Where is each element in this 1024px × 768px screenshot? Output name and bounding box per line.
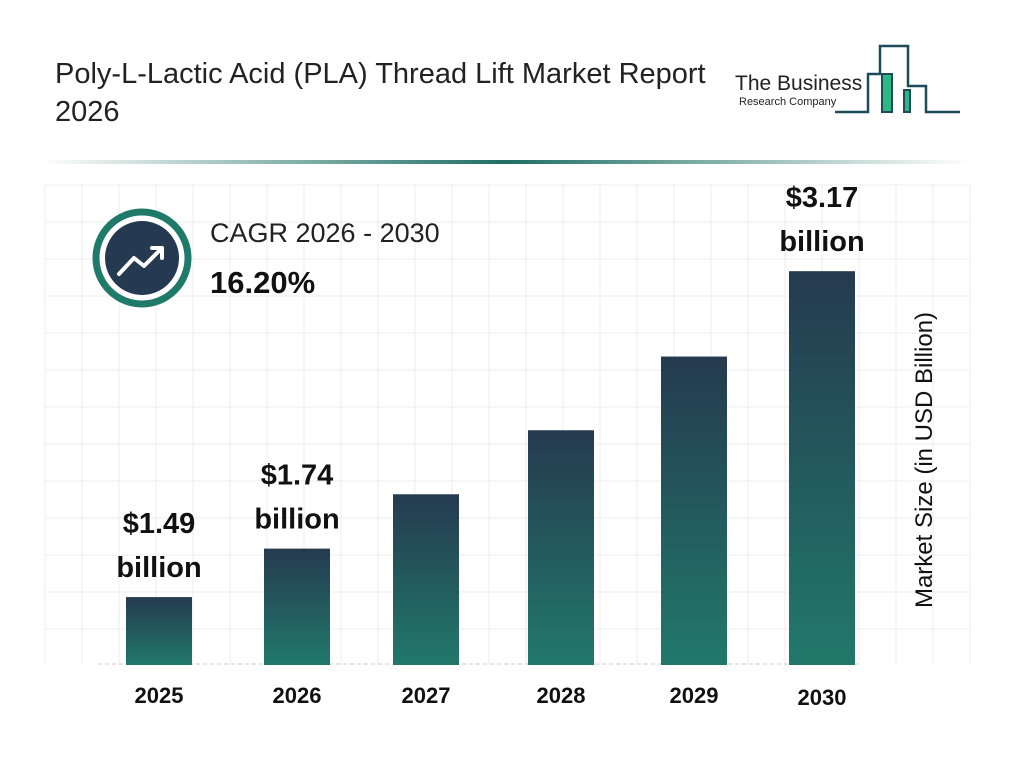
data-label-unit: billion xyxy=(254,504,339,536)
data-label-unit: billion xyxy=(116,552,201,584)
bar-2027 xyxy=(393,494,459,665)
x-tick-label: 2029 xyxy=(670,683,719,708)
bar-2029 xyxy=(661,356,727,665)
data-label-amount: $1.74 xyxy=(261,460,334,492)
bar-2030 xyxy=(789,271,855,665)
x-tick-label: 2030 xyxy=(798,685,847,710)
bar-2026 xyxy=(264,548,330,665)
x-tick-label: 2027 xyxy=(402,683,451,708)
divider xyxy=(40,160,970,164)
logo-line2: Research Company xyxy=(739,96,837,108)
x-tick-label: 2025 xyxy=(135,683,184,708)
chart-title: Poly-L-Lactic Acid (PLA) Thread Lift Mar… xyxy=(55,58,706,128)
data-label-unit: billion xyxy=(779,226,864,258)
trending-up-icon xyxy=(117,246,164,276)
logo-line1: The Business xyxy=(735,72,863,95)
bar-2025 xyxy=(126,597,192,665)
x-tick-label: 2028 xyxy=(537,683,586,708)
data-label-amount: $3.17 xyxy=(786,182,859,214)
bar-2028 xyxy=(528,430,594,665)
logo-buildings-icon xyxy=(835,44,960,114)
cagr-value: 16.20% xyxy=(210,265,316,300)
company-logo: The Business Research Company xyxy=(730,44,965,116)
y-axis-label: Market Size (in USD Billion) xyxy=(911,311,938,609)
cagr-label: CAGR 2026 - 2030 xyxy=(210,218,440,248)
data-label-amount: $1.49 xyxy=(123,508,196,540)
x-tick-label: 2026 xyxy=(273,683,322,708)
cagr-badge xyxy=(92,208,192,308)
